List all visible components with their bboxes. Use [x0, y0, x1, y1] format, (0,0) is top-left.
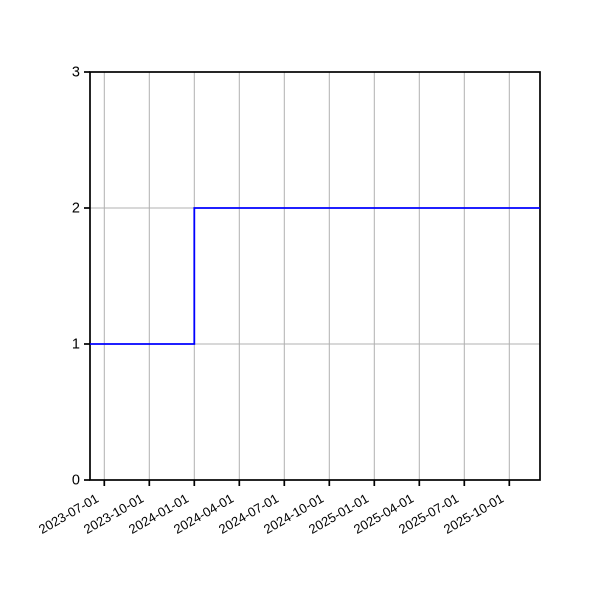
- svg-text:2: 2: [72, 201, 80, 217]
- svg-text:3: 3: [72, 65, 80, 81]
- svg-text:1: 1: [72, 337, 80, 353]
- svg-text:0: 0: [72, 473, 80, 489]
